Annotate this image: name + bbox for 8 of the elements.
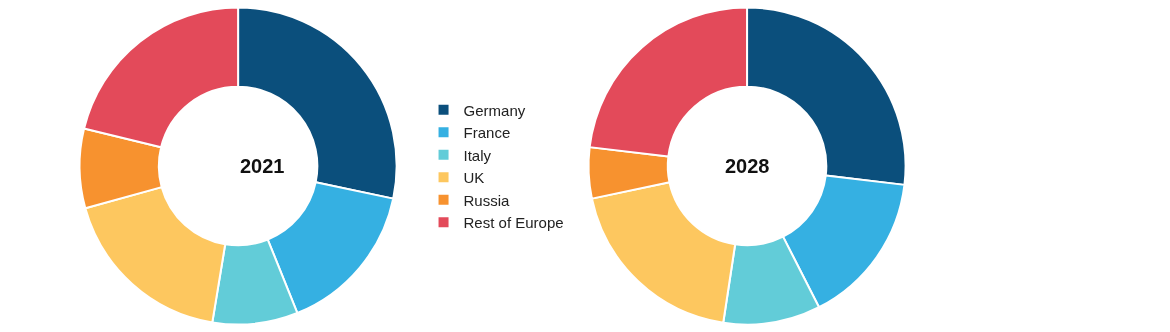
slice-label: 2021 — [240, 155, 285, 177]
legend-label: Italy — [463, 146, 492, 164]
legend-label: France — [463, 124, 511, 142]
legend-label: Rest of Europe — [463, 214, 564, 232]
legend-label: Russia — [463, 191, 511, 209]
legend-label: UK — [463, 169, 485, 187]
slice-label: 2028 — [725, 155, 770, 177]
legend-label: Germany — [463, 101, 526, 119]
